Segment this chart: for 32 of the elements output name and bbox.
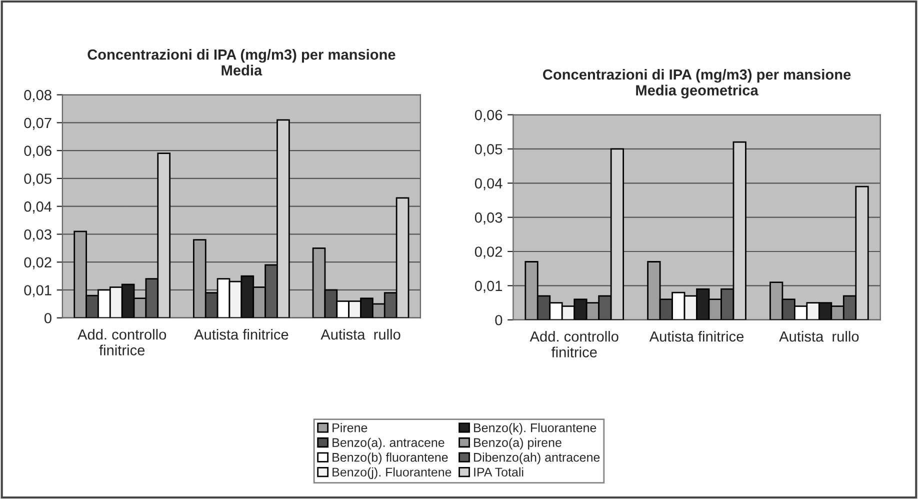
y-tick-label: 0,04 bbox=[24, 201, 52, 214]
legend-label: Benzo(k). Fluorantene bbox=[474, 423, 596, 435]
chart-title: Concentrazioni di IPA (mg/m3) per mansione Media geometrica bbox=[543, 68, 851, 98]
y-tick-label: 0,06 bbox=[24, 146, 52, 158]
legend-label: Benzo(j). Fluorantene bbox=[332, 467, 452, 480]
y-tick-label: 0,01 bbox=[24, 285, 52, 298]
y-tick-label: 0,03 bbox=[474, 212, 502, 224]
legend-label: Pirene bbox=[332, 423, 368, 432]
y-tick-label: 0,02 bbox=[474, 246, 502, 259]
x-tick-label: Add. controllo finitrice bbox=[530, 330, 618, 358]
y-tick-label: 0,02 bbox=[24, 257, 52, 270]
legend-label: IPA Totali bbox=[474, 467, 524, 477]
y-tick-label: 0,08 bbox=[24, 90, 52, 102]
y-tick-label: 0,05 bbox=[24, 174, 52, 186]
y-tick-label: 0 bbox=[44, 312, 52, 324]
y-tick-label: 0,01 bbox=[474, 280, 502, 293]
x-tick-label: Autista rullo bbox=[779, 330, 859, 342]
y-tick-label: 0,05 bbox=[474, 144, 502, 156]
x-tick-label: Add. controllo finitrice bbox=[78, 328, 166, 356]
y-tick-label: 0,06 bbox=[474, 110, 502, 122]
y-tick-label: 0 bbox=[495, 314, 502, 326]
x-tick-label: Autista rullo bbox=[320, 328, 400, 340]
legend-label: Benzo(b) fluorantene bbox=[332, 452, 448, 464]
legend-label: Benzo(a) pirene bbox=[474, 438, 562, 450]
legend-label: Dibenzo(ah) antracene bbox=[474, 452, 600, 464]
y-tick-label: 0,07 bbox=[24, 118, 52, 130]
y-tick-label: 0,03 bbox=[24, 229, 52, 242]
x-tick-label: Autista finitrice bbox=[194, 328, 288, 340]
x-tick-label: Autista finitrice bbox=[649, 330, 744, 342]
y-tick-label: 0,04 bbox=[474, 178, 502, 190]
chart-title: Concentrazioni di IPA (mg/m3) per mansione Media bbox=[88, 49, 396, 76]
legend-label: Benzo(a). antracene bbox=[332, 438, 444, 450]
